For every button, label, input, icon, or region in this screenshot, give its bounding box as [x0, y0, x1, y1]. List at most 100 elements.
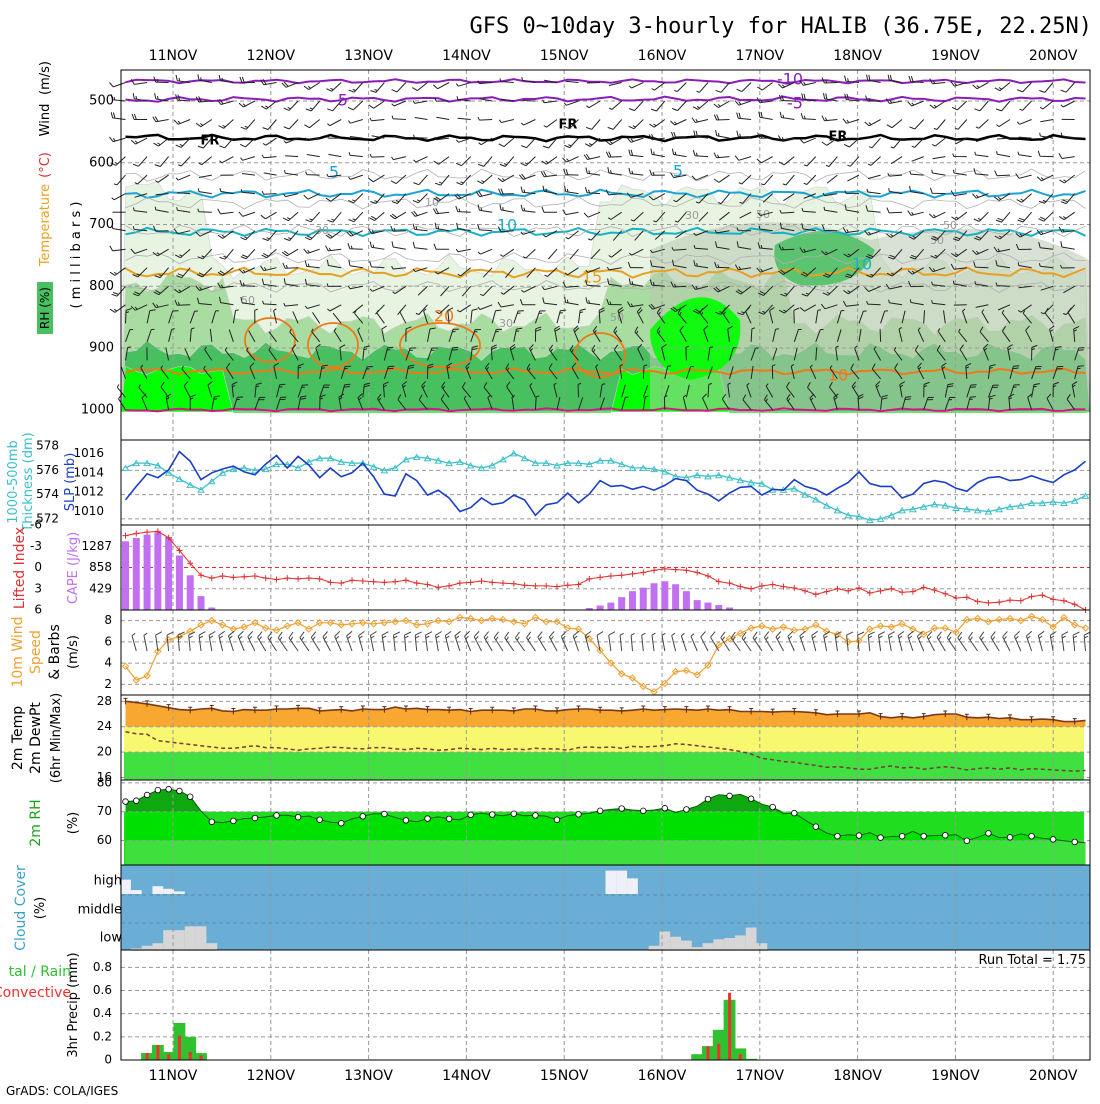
- lifted-index-marker: [263, 575, 269, 581]
- lifted-index-marker: [975, 599, 981, 605]
- wind-10m-barb: [323, 632, 331, 652]
- lifted-index-marker: [414, 580, 420, 586]
- upper-wind-barb: [908, 101, 924, 106]
- wind-10m-barb: [335, 631, 342, 651]
- upper-wind-barb: [1059, 212, 1075, 220]
- upper-wind-barb: [822, 116, 838, 121]
- cloud-high-bar: [163, 889, 174, 894]
- precip-convective-bar: [178, 1036, 181, 1060]
- temperature-contour: [126, 135, 1086, 141]
- thickness-tick-label: 578: [36, 439, 59, 453]
- y-tick-label: 700: [89, 217, 114, 232]
- cloud-level-label: high: [94, 874, 122, 889]
- wind-10m-barb: [898, 631, 904, 651]
- lifted-index-marker: [856, 585, 862, 591]
- wind-axis-label: Wind: [38, 104, 53, 137]
- x-tick-label: 18NOV: [833, 48, 882, 64]
- rh2m-marker: [813, 824, 819, 830]
- upper-wind-barb: [1020, 101, 1032, 110]
- lifted-index-marker: [338, 580, 344, 586]
- upper-wind-barb: [284, 120, 298, 130]
- lifted-index-marker: [996, 599, 1002, 605]
- x-tick-label: 19NOV: [931, 48, 980, 64]
- upper-wind-barb: [348, 175, 362, 179]
- lifted-index-marker: [532, 583, 538, 589]
- upper-wind-barb: [478, 249, 492, 254]
- upper-wind-barb: [629, 101, 643, 111]
- wind-10m-barb: [436, 632, 442, 652]
- rh2m-marker: [684, 807, 690, 813]
- wind-10m-barb: [382, 632, 388, 651]
- lifted-index-marker: [478, 578, 484, 584]
- lifted-index-marker: [306, 575, 312, 581]
- upper-wind-barb: [348, 243, 363, 249]
- upper-wind-barb: [1016, 174, 1032, 179]
- cape-bar: [198, 596, 205, 610]
- thickness-axis-label: 1000-500mb: [6, 440, 21, 524]
- lifted-index-marker: [133, 531, 139, 537]
- wind-10m-barb: [238, 631, 244, 651]
- lifted-index-marker: [220, 573, 226, 579]
- rh2m-marker: [511, 811, 517, 817]
- thickness-tick-label: 576: [36, 463, 59, 477]
- cape-bar: [672, 584, 679, 610]
- cape-bar: [154, 532, 161, 610]
- cape-tick-label: 858: [89, 560, 112, 574]
- upper-wind-barb: [1040, 101, 1053, 109]
- upper-wind-barb: [608, 120, 622, 130]
- rh2m-upper-area: [126, 789, 1086, 812]
- x-tick-label-bottom: 18NOV: [833, 1068, 882, 1084]
- upper-wind-barb: [783, 175, 794, 185]
- upper-wind-barb: [392, 83, 406, 92]
- rh2m-marker: [403, 818, 409, 824]
- lifted-index-marker: [953, 595, 959, 601]
- contour-label: 50: [241, 294, 255, 307]
- lifted-index-marker: [543, 583, 549, 589]
- wind-10m-barb: [937, 632, 945, 651]
- upper-wind-barb: [1018, 152, 1032, 157]
- upper-wind-barb: [283, 263, 298, 268]
- lifted-index-marker: [813, 591, 819, 597]
- upper-wind-barb: [521, 138, 535, 148]
- lifted-index-marker: [824, 589, 830, 595]
- lifted-index-marker: [1061, 598, 1067, 604]
- rh2m-marker: [166, 786, 172, 792]
- rh2m-marker: [360, 814, 366, 820]
- upper-wind-barb: [739, 175, 751, 184]
- cape-tick-label: 1287: [81, 539, 112, 553]
- x-tick-label-bottom: 15NOV: [540, 1068, 589, 1084]
- upper-wind-barb: [930, 188, 945, 194]
- upper-wind-barb: [220, 157, 234, 163]
- upper-wind-barb: [880, 329, 881, 342]
- wind10-unit-label: (m/s): [66, 635, 81, 669]
- wind-10m-barb: [788, 631, 795, 651]
- rh2m-tick-label: 80: [97, 775, 112, 789]
- upper-wind-barb: [370, 118, 384, 121]
- upper-wind-barb: [199, 175, 212, 177]
- wind-10m-barb: [800, 631, 806, 651]
- contour-label: -10: [777, 70, 803, 89]
- upper-wind-barb: [284, 101, 298, 110]
- upper-wind-barb: [178, 157, 190, 166]
- upper-wind-barb: [952, 212, 967, 220]
- rh2m-marker: [155, 787, 161, 793]
- upper-wind-barb: [457, 175, 471, 185]
- upper-wind-barb: [716, 83, 730, 93]
- wind-10m-barb: [229, 631, 235, 651]
- cape-bar: [607, 603, 614, 610]
- precip-convective-bar: [728, 993, 731, 1060]
- precip-convective-bar: [146, 1053, 149, 1060]
- lifted-index-marker: [511, 581, 517, 587]
- rh2m-marker: [791, 810, 797, 816]
- temperature-unit-label: (°C): [38, 152, 53, 178]
- upper-wind-barb: [218, 209, 234, 214]
- upper-wind-barb: [369, 101, 385, 108]
- rh2m-marker: [619, 806, 625, 812]
- upper-wind-barb: [714, 175, 730, 182]
- precip-total-legend: tal / Rain: [9, 964, 71, 980]
- cape-bar: [165, 537, 172, 610]
- upper-wind-barb: [779, 157, 794, 165]
